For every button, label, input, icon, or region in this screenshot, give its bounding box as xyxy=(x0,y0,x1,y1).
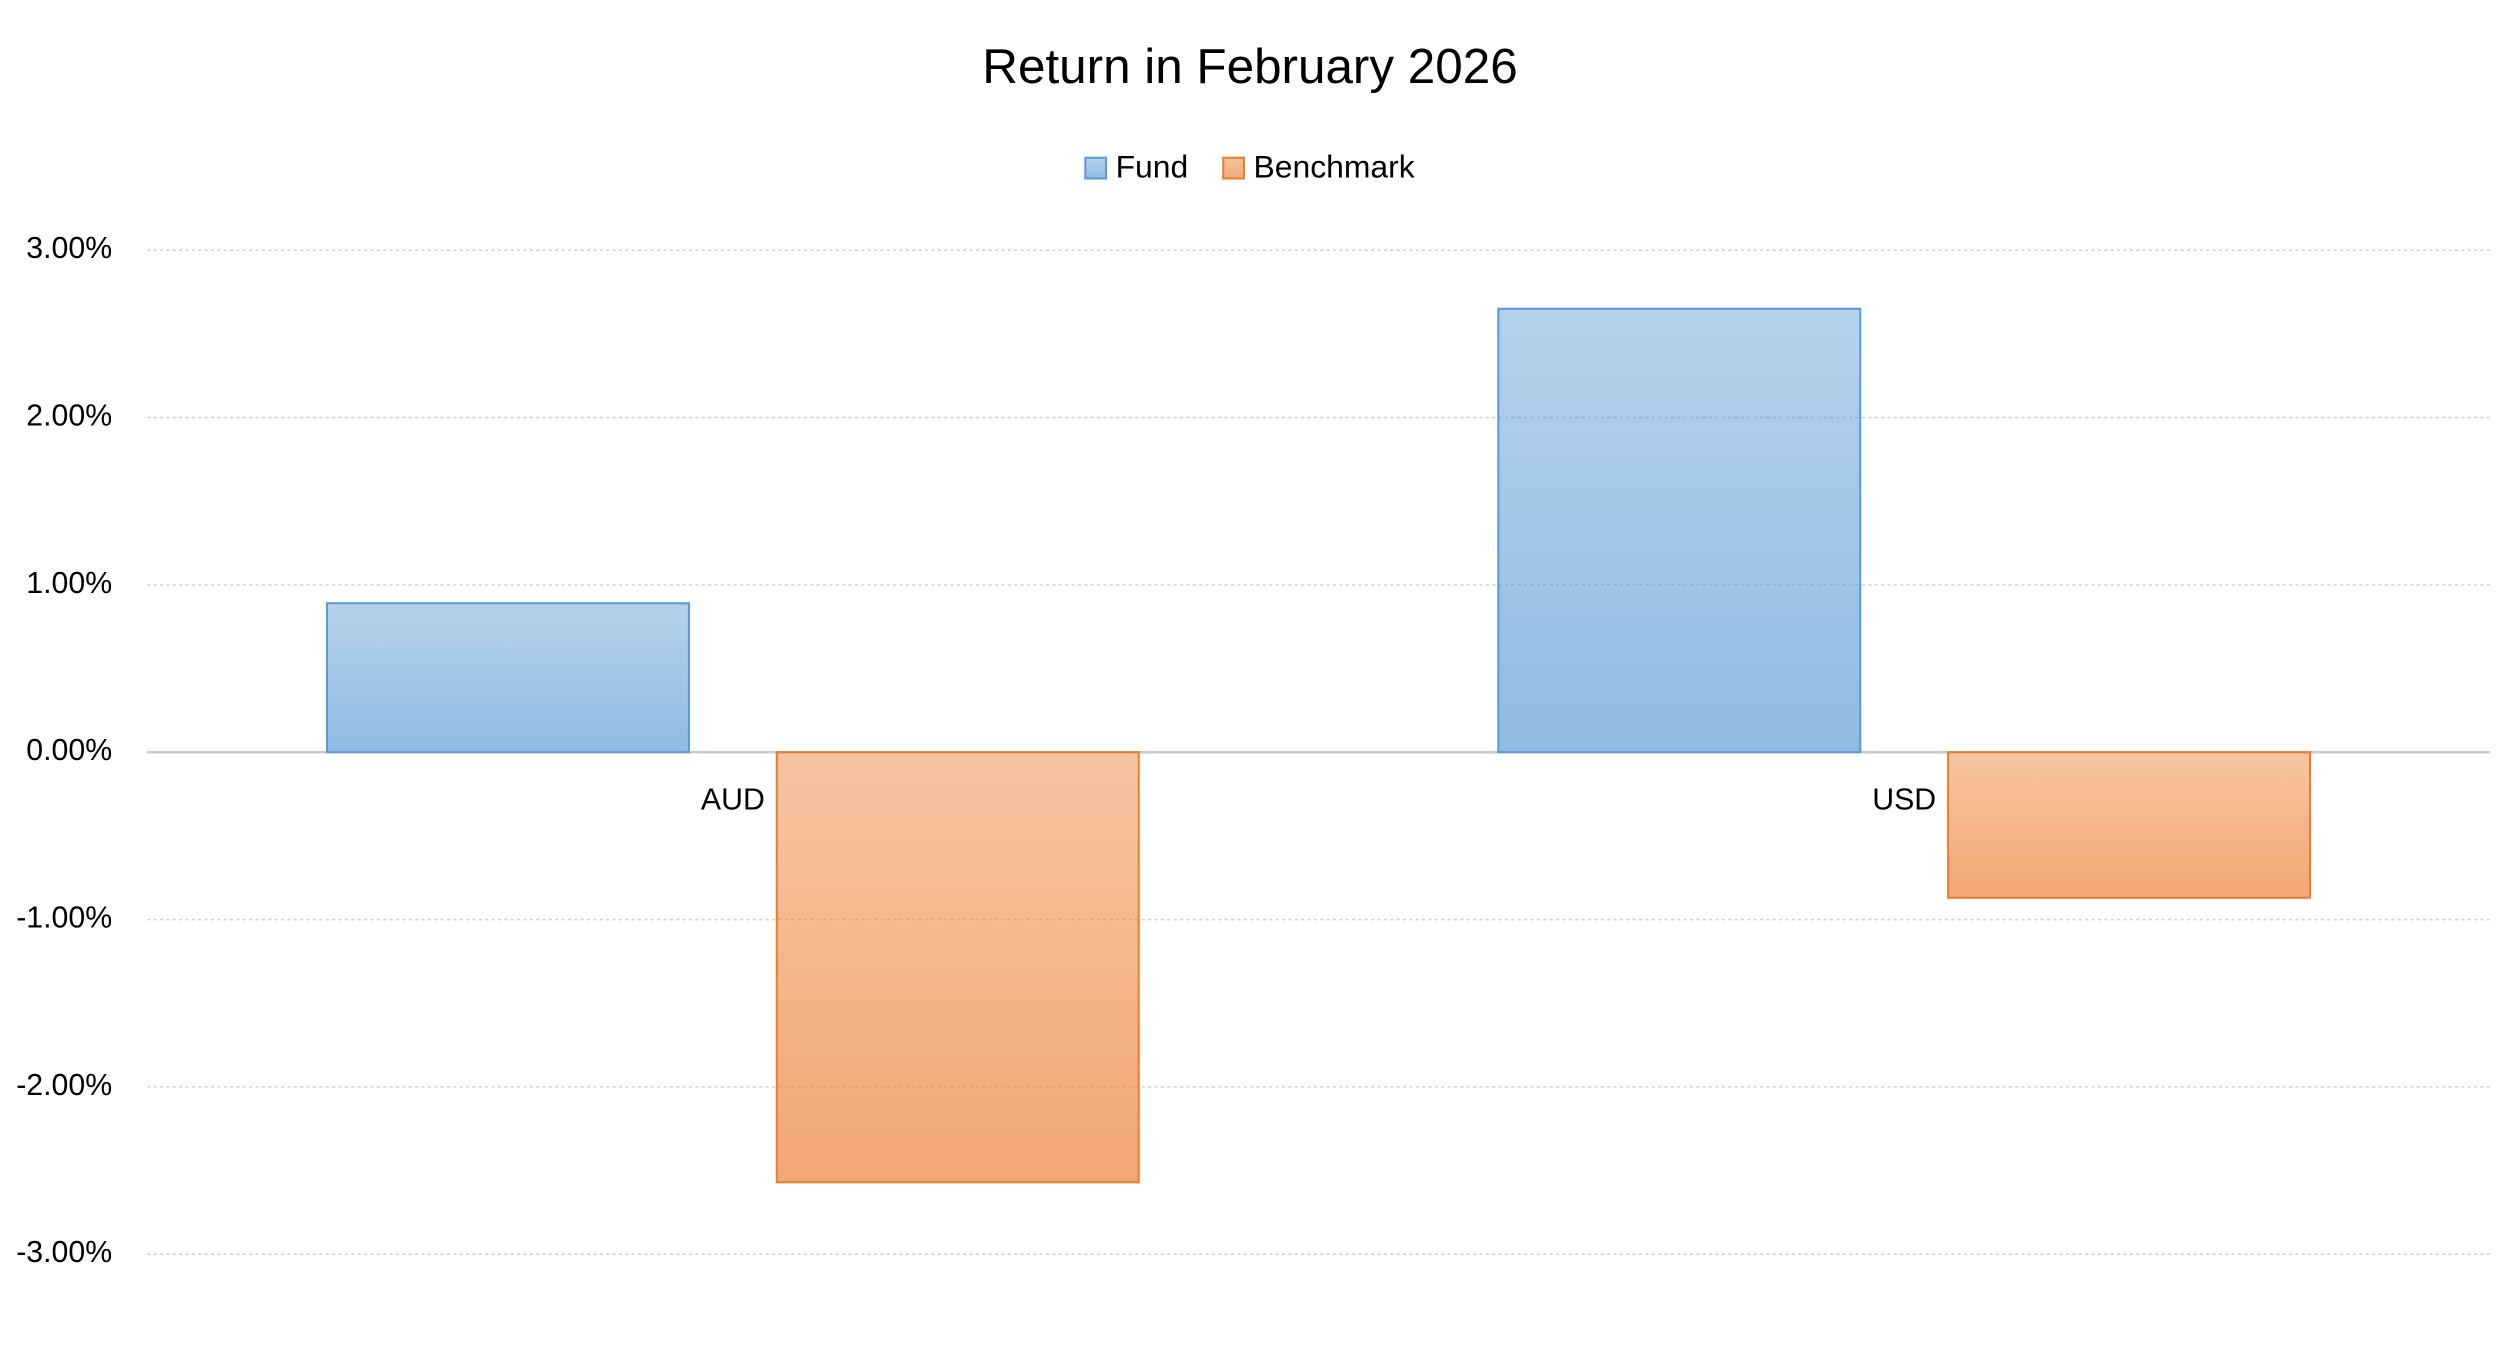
y-tick-label: -3.00% xyxy=(16,1236,112,1269)
bar xyxy=(325,602,690,754)
chart-title: Return in February 2026 xyxy=(982,39,1517,94)
x-tick-label: USD xyxy=(1872,784,1936,817)
bar xyxy=(775,751,1140,1184)
legend-swatch xyxy=(1222,156,1246,180)
bar xyxy=(1497,307,1862,754)
y-tick-label: 3.00% xyxy=(26,232,112,265)
legend: Fund Benchmark xyxy=(1084,148,1415,184)
legend-item: Fund xyxy=(1084,148,1189,184)
y-tick-label: -2.00% xyxy=(16,1069,112,1102)
legend-swatch xyxy=(1084,156,1108,180)
legend-item: Benchmark xyxy=(1222,148,1415,184)
y-tick-label: 1.00% xyxy=(26,567,112,600)
y-tick-label: 0.00% xyxy=(26,734,112,767)
y-tick-label: 2.00% xyxy=(26,400,112,433)
legend-label: Fund xyxy=(1116,148,1189,184)
x-tick-label: AUD xyxy=(701,784,765,817)
legend-label: Benchmark xyxy=(1254,148,1415,184)
bar xyxy=(1947,751,2312,899)
y-tick-label: -1.00% xyxy=(16,902,112,935)
